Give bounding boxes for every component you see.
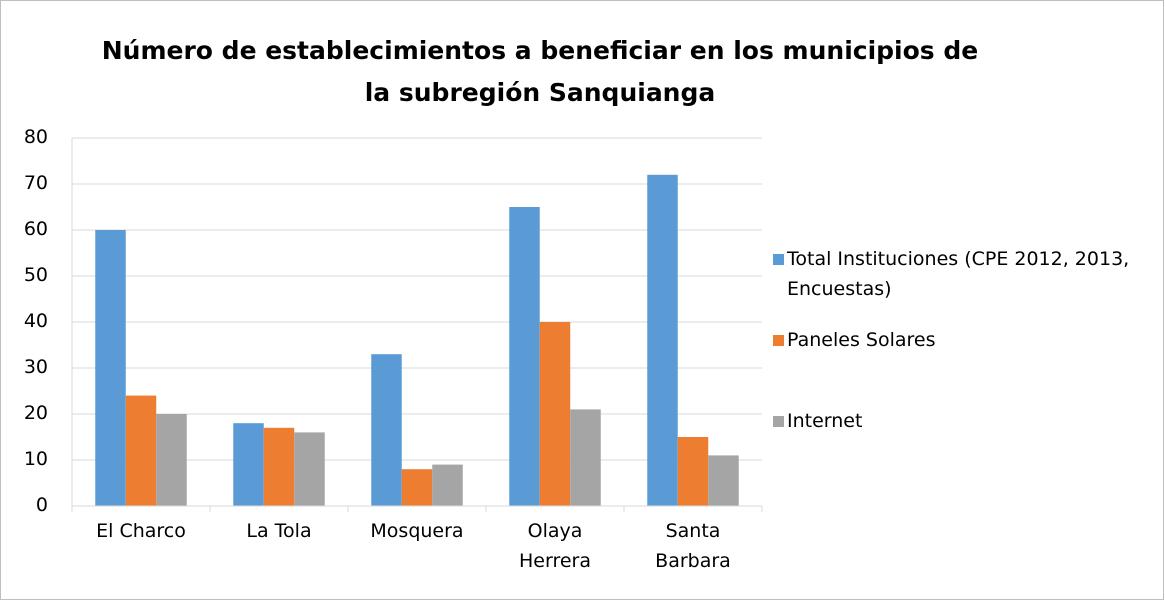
y-tick-label: 30 xyxy=(23,356,48,378)
bar xyxy=(263,427,295,506)
legend-label: Total Instituciones (CPE 2012, 2013, Enc… xyxy=(787,248,1130,300)
y-tick-label: 80 xyxy=(23,126,48,148)
bar xyxy=(509,207,540,506)
y-tick-label: 0 xyxy=(35,494,48,516)
x-tick-label: Mosquera xyxy=(370,520,464,542)
legend-item: Internet xyxy=(773,406,1153,436)
bar xyxy=(677,437,709,506)
legend-swatch xyxy=(773,416,784,427)
y-tick-label: 70 xyxy=(23,172,48,194)
x-tick-label: Olaya Herrera xyxy=(519,520,591,572)
bar xyxy=(401,469,433,506)
bar xyxy=(156,414,187,506)
x-tick-label: Santa Barbara xyxy=(655,520,731,572)
y-tick-label: 20 xyxy=(23,402,48,424)
y-tick-label: 10 xyxy=(23,448,48,470)
y-tick-label: 40 xyxy=(23,310,48,332)
bar xyxy=(371,354,402,506)
legend-swatch xyxy=(773,335,784,346)
x-tick-label: La Tola xyxy=(246,520,312,542)
bar xyxy=(708,455,739,506)
bar xyxy=(570,409,601,506)
y-tick-label: 50 xyxy=(23,264,48,286)
legend-label: Internet xyxy=(787,410,863,432)
y-tick-label: 60 xyxy=(23,218,48,240)
legend-item: Paneles Solares xyxy=(773,325,1153,355)
bar xyxy=(539,322,571,506)
bar xyxy=(95,230,126,506)
legend-swatch xyxy=(773,254,784,265)
bar xyxy=(647,174,678,507)
bar xyxy=(125,395,157,506)
bar xyxy=(432,464,463,506)
chart-title: Número de establecimientos a beneficiar … xyxy=(101,36,979,107)
legend-item: Total Instituciones (CPE 2012, 2013, Enc… xyxy=(773,244,1153,304)
x-tick-label: El Charco xyxy=(96,520,186,542)
bar xyxy=(294,432,325,506)
legend-label: Paneles Solares xyxy=(787,329,936,351)
bar xyxy=(233,423,264,506)
